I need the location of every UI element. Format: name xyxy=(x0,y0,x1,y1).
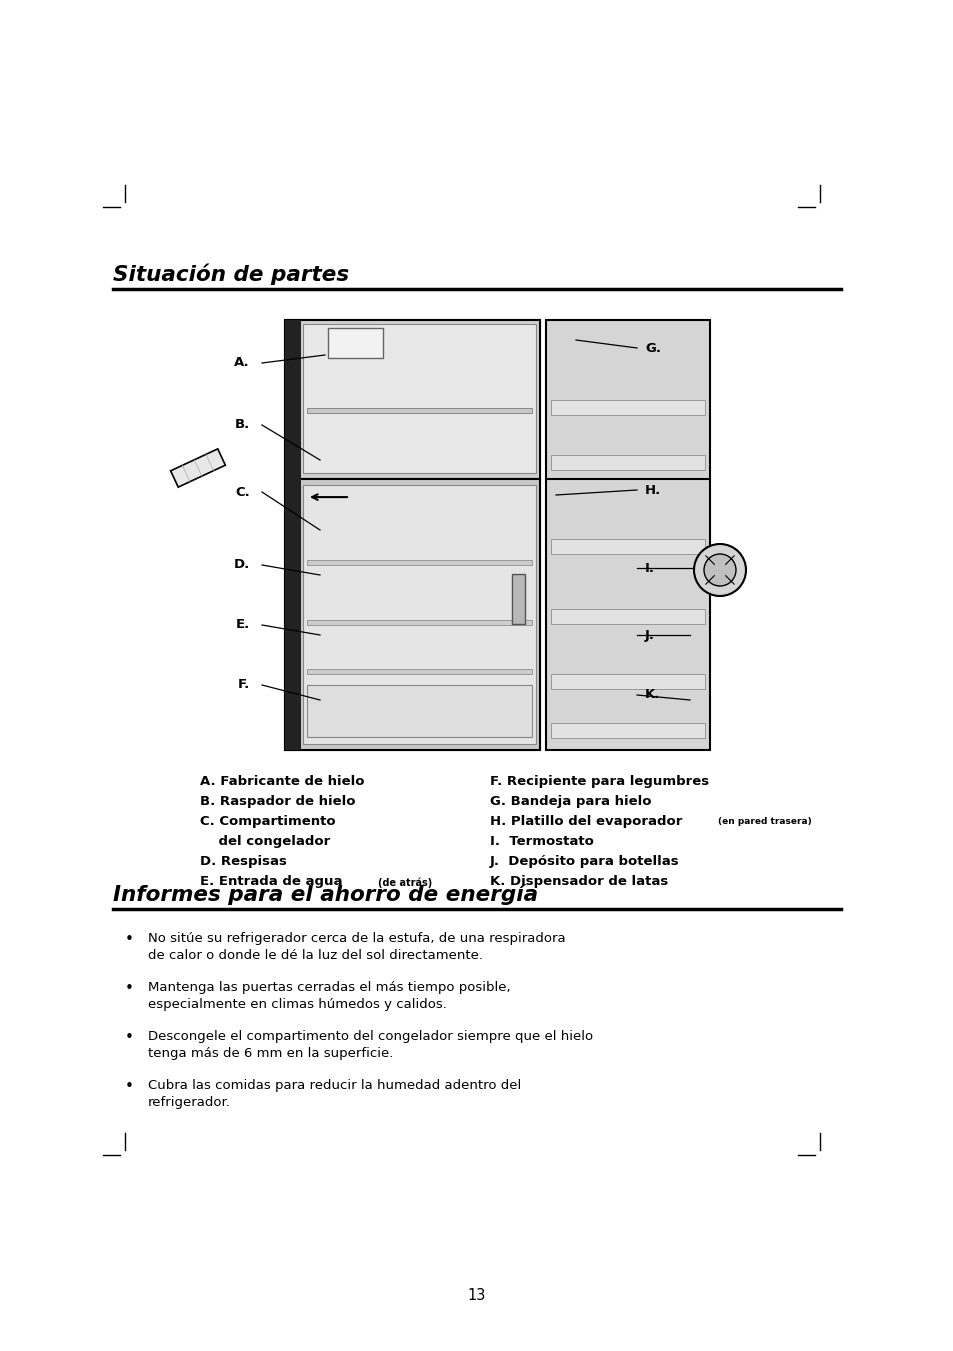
Bar xyxy=(551,723,704,738)
Bar xyxy=(285,320,539,750)
Text: de calor o donde le dé la luz del sol directamente.: de calor o donde le dé la luz del sol di… xyxy=(148,948,482,962)
Text: K.: K. xyxy=(644,689,659,701)
Text: B. Raspador de hielo: B. Raspador de hielo xyxy=(200,794,355,808)
Text: tenga más de 6 mm en la superficie.: tenga más de 6 mm en la superficie. xyxy=(148,1047,393,1061)
Bar xyxy=(551,674,704,689)
Bar xyxy=(545,320,709,750)
Text: especialmente en climas húmedos y calidos.: especialmente en climas húmedos y calido… xyxy=(148,998,446,1011)
Text: A. Fabricante de hielo: A. Fabricante de hielo xyxy=(200,775,364,788)
Bar xyxy=(551,539,704,554)
Text: (en pared trasera): (en pared trasera) xyxy=(718,817,811,825)
Bar xyxy=(303,485,536,744)
Text: C. Compartimento: C. Compartimento xyxy=(200,815,335,828)
Text: del congelador: del congelador xyxy=(200,835,330,848)
Text: I.: I. xyxy=(644,562,655,574)
Bar xyxy=(551,455,704,470)
Bar xyxy=(328,328,382,358)
Text: J.: J. xyxy=(644,628,655,642)
Circle shape xyxy=(703,554,735,586)
Bar xyxy=(307,620,532,626)
Text: Cubra las comidas para reducir la humedad adentro del: Cubra las comidas para reducir la humeda… xyxy=(148,1079,520,1092)
Circle shape xyxy=(693,544,745,596)
Bar xyxy=(285,480,539,750)
Text: (de atrás): (de atrás) xyxy=(377,877,432,888)
Text: Informes para el ahorro de energía: Informes para el ahorro de energía xyxy=(112,884,537,905)
Bar xyxy=(512,574,524,624)
Bar xyxy=(307,685,532,738)
Text: G. Bandeja para hielo: G. Bandeja para hielo xyxy=(490,794,651,808)
Text: Descongele el compartimento del congelador siempre que el hielo: Descongele el compartimento del congelad… xyxy=(148,1029,593,1043)
Text: G.: G. xyxy=(644,342,660,354)
Text: E. Entrada de agua: E. Entrada de agua xyxy=(200,875,347,888)
Text: Mantenga las puertas cerradas el más tiempo posible,: Mantenga las puertas cerradas el más tie… xyxy=(148,981,510,994)
Bar xyxy=(285,320,301,750)
Text: I.  Termostato: I. Termostato xyxy=(490,835,594,848)
Bar xyxy=(307,669,532,674)
Text: H. Platillo del evaporador: H. Platillo del evaporador xyxy=(490,815,686,828)
Text: •: • xyxy=(125,1079,133,1094)
Text: 13: 13 xyxy=(467,1288,486,1302)
Text: D.: D. xyxy=(233,558,250,571)
Polygon shape xyxy=(171,449,225,488)
Text: K. Dispensador de latas: K. Dispensador de latas xyxy=(490,875,667,888)
Bar xyxy=(551,400,704,415)
Text: •: • xyxy=(125,932,133,947)
Bar xyxy=(551,609,704,624)
Bar xyxy=(285,320,539,480)
Bar xyxy=(307,561,532,565)
Text: D. Respisas: D. Respisas xyxy=(200,855,287,867)
Bar xyxy=(307,408,532,412)
Text: H.: H. xyxy=(644,484,660,497)
Text: F. Recipiente para legumbres: F. Recipiente para legumbres xyxy=(490,775,708,788)
Text: J.  Depósito para botellas: J. Depósito para botellas xyxy=(490,855,679,867)
Text: No sitúe su refrigerador cerca de la estufa, de una respiradora: No sitúe su refrigerador cerca de la est… xyxy=(148,932,565,944)
Bar xyxy=(303,324,536,473)
Text: E.: E. xyxy=(235,619,250,631)
Text: •: • xyxy=(125,981,133,996)
Text: B.: B. xyxy=(234,419,250,431)
Text: •: • xyxy=(125,1029,133,1046)
Text: C.: C. xyxy=(235,485,250,499)
Text: F.: F. xyxy=(237,678,250,692)
Text: Situación de partes: Situación de partes xyxy=(112,263,349,285)
Text: A.: A. xyxy=(234,357,250,370)
Text: refrigerador.: refrigerador. xyxy=(148,1096,231,1109)
